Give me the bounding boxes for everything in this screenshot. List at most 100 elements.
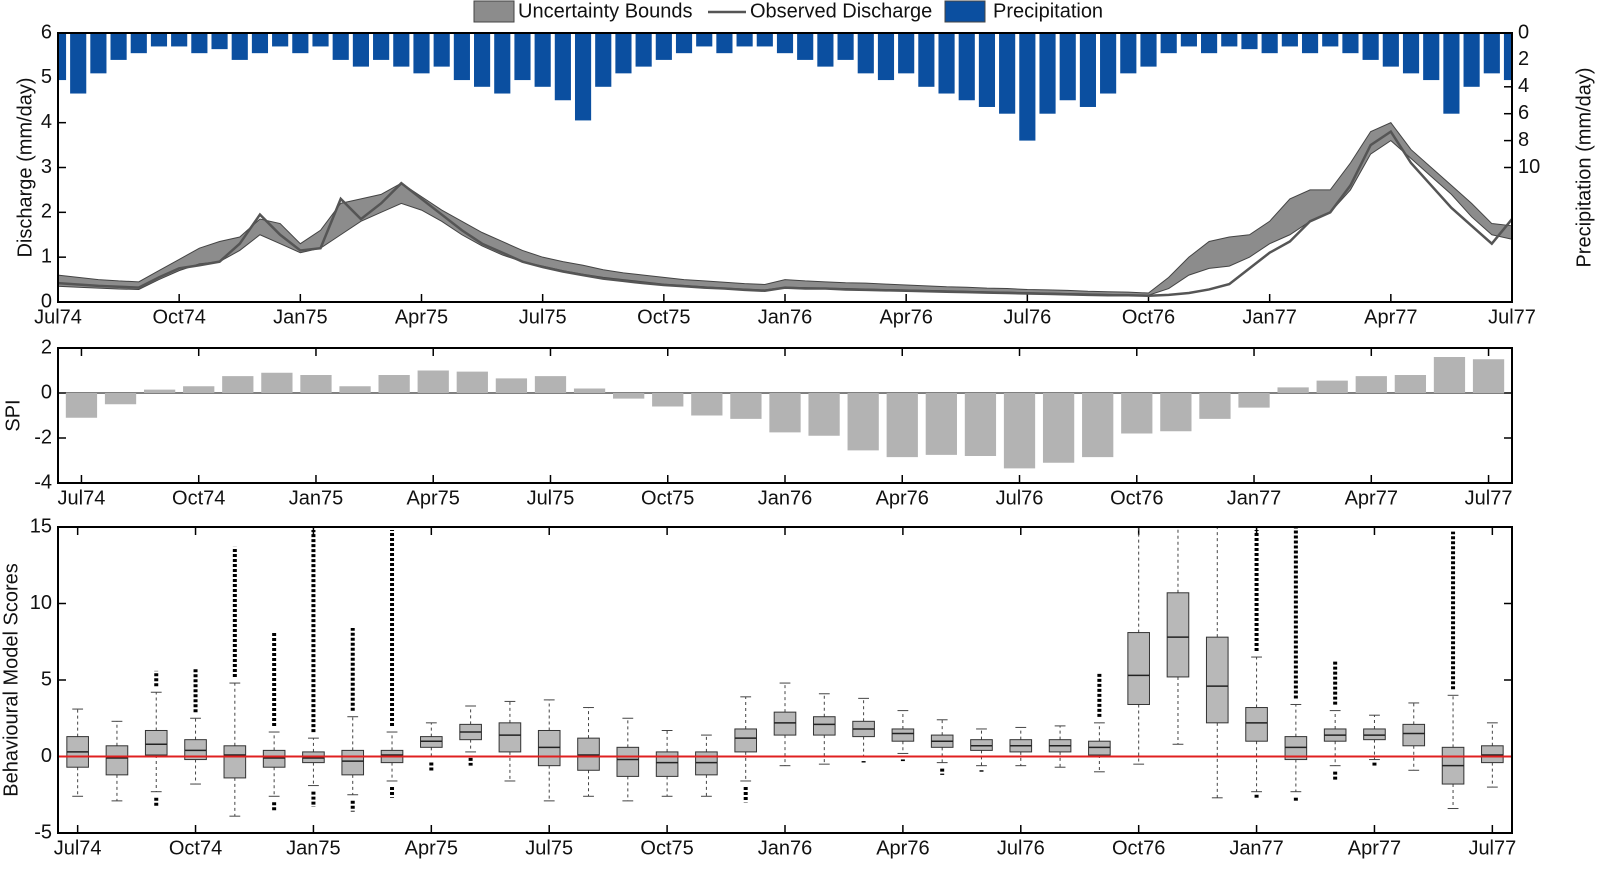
y-tick-label: 5 xyxy=(41,66,52,88)
precip-bar xyxy=(938,33,955,94)
box xyxy=(1363,728,1386,741)
x-tick-label: Oct75 xyxy=(640,837,693,859)
precip-bar xyxy=(635,33,652,67)
x-tick-label: Oct76 xyxy=(1110,487,1163,509)
x-tick-label: Jul75 xyxy=(527,487,575,509)
precip-bar xyxy=(999,33,1016,114)
plot-frame xyxy=(57,32,1513,303)
box xyxy=(262,749,286,768)
spi-bar xyxy=(456,371,488,393)
x-tick-label: Jul76 xyxy=(1003,306,1051,328)
precip-bar xyxy=(1201,33,1218,54)
y2-tick-label: 8 xyxy=(1518,129,1529,151)
spi-bar xyxy=(261,372,293,393)
precip-bar xyxy=(514,33,531,81)
precip-bar xyxy=(655,33,672,60)
y2-tick-label: 4 xyxy=(1518,75,1529,97)
precip-bar xyxy=(1261,33,1278,54)
y-tick-label: 6 xyxy=(41,21,52,43)
spi-bar xyxy=(691,393,723,416)
precip-bar xyxy=(1463,33,1480,87)
box xyxy=(537,729,561,767)
x-tick-label: Jan75 xyxy=(286,837,341,859)
y-axis-label: SPI xyxy=(2,399,24,431)
legend-swatch xyxy=(944,0,986,23)
spi-bar xyxy=(417,370,449,393)
precip-bar xyxy=(474,33,491,87)
spi-bar xyxy=(1316,380,1348,393)
precip-bar xyxy=(1483,33,1500,74)
spi-bar xyxy=(495,378,528,393)
box xyxy=(577,737,600,771)
y2-tick-label: 10 xyxy=(1518,156,1540,178)
y-tick-label: 10 xyxy=(30,592,52,614)
uncertainty-band xyxy=(57,122,1513,296)
box xyxy=(223,745,247,779)
y2-tick-label: 0 xyxy=(1518,21,1529,43)
x-tick-label: Apr75 xyxy=(407,487,460,509)
precip-bar xyxy=(615,33,632,74)
precip-bar xyxy=(1342,33,1359,54)
box xyxy=(144,729,168,756)
spi-bar xyxy=(339,386,371,393)
y-tick-label: 4 xyxy=(41,111,52,133)
precip-bar xyxy=(1281,33,1298,47)
x-tick-label: Jan75 xyxy=(289,487,344,509)
precip-bar xyxy=(817,33,834,67)
x-tick-label: Jan75 xyxy=(273,306,328,328)
box xyxy=(734,728,758,753)
precip-bar xyxy=(877,33,895,81)
x-tick-label: Jan76 xyxy=(758,487,813,509)
precip-bar xyxy=(1382,33,1399,67)
precip-bar xyxy=(58,33,67,81)
precip-bar xyxy=(1160,33,1177,54)
box xyxy=(1166,592,1190,678)
legend-label: Observed Discharge xyxy=(750,0,932,22)
x-tick-label: Apr75 xyxy=(405,837,458,859)
spi-bar xyxy=(183,386,215,393)
spi-bar xyxy=(1394,375,1427,393)
x-tick-label: Oct75 xyxy=(637,306,690,328)
spi-bar xyxy=(1160,393,1192,432)
precip-bar xyxy=(130,33,147,54)
y-axis-label: Discharge (mm/day) xyxy=(14,77,36,257)
precip-bar xyxy=(1301,33,1319,54)
precip-bar xyxy=(1140,33,1157,67)
box xyxy=(891,728,915,742)
y2-axis-label: Precipitation (mm/day) xyxy=(1573,67,1595,267)
x-tick-label: Jul77 xyxy=(1488,306,1536,328)
precip-bar xyxy=(837,33,854,60)
precip-bar xyxy=(453,33,470,81)
x-tick-label: Apr76 xyxy=(879,306,932,328)
precip-bar xyxy=(1221,33,1238,47)
precip-bar xyxy=(736,33,753,47)
plot-frame xyxy=(57,347,1513,484)
spi-bar xyxy=(1042,393,1075,463)
precip-bar xyxy=(393,33,410,67)
precip-bar xyxy=(171,33,188,47)
precip-bar xyxy=(1322,33,1339,47)
x-tick-label: Jul74 xyxy=(58,487,106,509)
legend-label: Precipitation xyxy=(993,0,1103,22)
spi-bar xyxy=(925,393,957,455)
x-tick-label: Jul77 xyxy=(1465,487,1513,509)
y-tick-label: 0 xyxy=(41,290,52,312)
legend-label: Uncertainty Bounds xyxy=(518,0,693,22)
box xyxy=(812,716,836,736)
spi-bar xyxy=(964,393,997,456)
precip-bar xyxy=(574,33,592,121)
x-tick-label: Oct76 xyxy=(1112,837,1165,859)
x-tick-label: Oct74 xyxy=(152,306,205,328)
x-tick-label: Apr77 xyxy=(1348,837,1401,859)
precip-bar xyxy=(312,33,329,47)
box xyxy=(341,749,365,776)
box xyxy=(773,711,797,736)
x-tick-label: Apr76 xyxy=(876,837,929,859)
y-tick-label: -5 xyxy=(34,821,52,843)
y-tick-label: 15 xyxy=(30,515,52,537)
box xyxy=(655,751,679,777)
spi-bar xyxy=(1433,357,1466,393)
box xyxy=(616,746,640,777)
precip-bar xyxy=(332,33,349,60)
y-tick-label: 2 xyxy=(41,336,52,358)
